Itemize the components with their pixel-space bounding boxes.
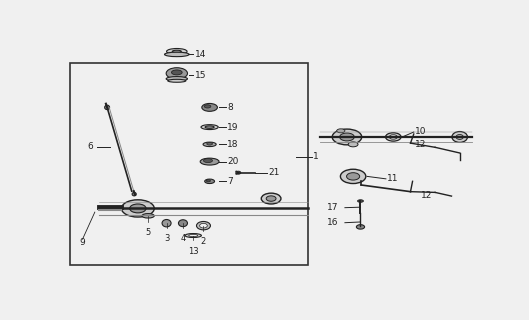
Text: 12: 12 (421, 191, 432, 200)
Text: 18: 18 (227, 140, 239, 149)
Ellipse shape (358, 200, 363, 202)
Ellipse shape (204, 159, 213, 163)
Text: 6: 6 (88, 142, 94, 151)
Ellipse shape (201, 124, 218, 130)
Ellipse shape (261, 193, 281, 204)
Ellipse shape (185, 234, 202, 237)
Text: 7: 7 (227, 177, 233, 186)
Ellipse shape (165, 52, 189, 57)
Ellipse shape (204, 105, 211, 108)
Ellipse shape (207, 143, 213, 145)
Ellipse shape (167, 49, 187, 54)
Text: 16: 16 (327, 218, 339, 227)
Ellipse shape (202, 103, 217, 111)
Ellipse shape (203, 142, 216, 147)
Ellipse shape (340, 169, 366, 184)
Text: 19: 19 (227, 123, 239, 132)
Text: 1: 1 (313, 152, 318, 161)
Ellipse shape (189, 235, 198, 236)
Ellipse shape (172, 50, 181, 53)
Text: 10: 10 (415, 127, 426, 136)
Ellipse shape (171, 70, 182, 75)
Text: 20: 20 (227, 157, 239, 166)
Ellipse shape (142, 213, 154, 218)
Text: 9: 9 (80, 238, 85, 247)
Ellipse shape (162, 220, 171, 227)
Ellipse shape (456, 134, 463, 140)
Ellipse shape (130, 204, 146, 213)
Text: 5: 5 (145, 228, 151, 237)
Ellipse shape (105, 105, 110, 110)
Ellipse shape (196, 221, 211, 230)
Ellipse shape (178, 220, 187, 227)
Text: 17: 17 (327, 203, 339, 212)
Text: 13: 13 (188, 247, 198, 256)
Ellipse shape (166, 76, 187, 81)
Ellipse shape (389, 135, 397, 139)
Ellipse shape (386, 133, 401, 141)
Ellipse shape (199, 223, 207, 228)
Ellipse shape (206, 180, 211, 182)
Ellipse shape (357, 225, 364, 229)
Text: 3: 3 (164, 234, 169, 243)
Text: 2: 2 (201, 237, 206, 246)
Ellipse shape (168, 79, 186, 82)
Text: 8: 8 (227, 103, 233, 112)
Ellipse shape (205, 126, 214, 128)
Text: 4: 4 (180, 234, 186, 243)
Ellipse shape (337, 129, 345, 133)
Ellipse shape (346, 173, 360, 180)
Ellipse shape (340, 133, 354, 141)
Text: 11: 11 (387, 174, 398, 183)
Ellipse shape (205, 179, 215, 184)
Ellipse shape (166, 68, 187, 79)
Ellipse shape (200, 158, 219, 165)
Ellipse shape (122, 200, 154, 217)
Text: 14: 14 (195, 50, 207, 59)
Ellipse shape (132, 192, 136, 196)
Ellipse shape (348, 142, 358, 147)
Text: 15: 15 (195, 71, 207, 80)
Ellipse shape (236, 171, 241, 174)
Text: 21: 21 (268, 168, 280, 177)
Ellipse shape (266, 196, 276, 201)
Ellipse shape (452, 132, 468, 142)
Text: 12: 12 (415, 140, 427, 149)
Ellipse shape (332, 129, 362, 145)
